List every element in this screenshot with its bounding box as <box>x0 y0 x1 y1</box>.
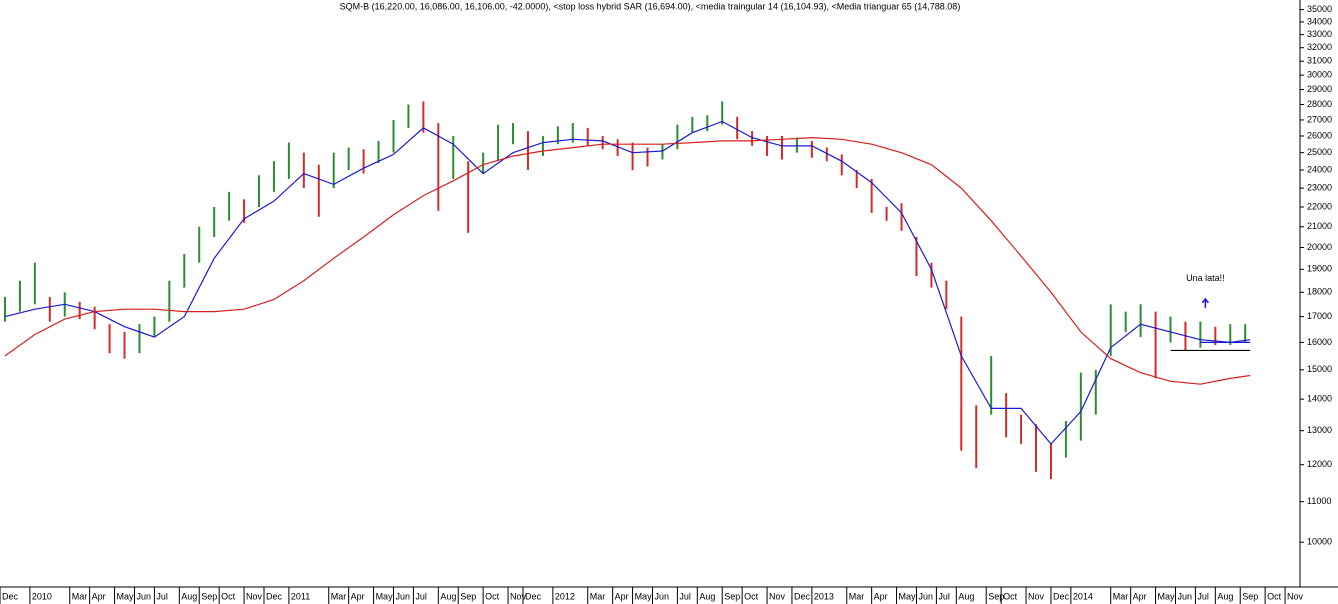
y-tick-label: 28000 <box>1307 99 1332 109</box>
x-tick-label: 2014 <box>1073 591 1093 601</box>
x-tick-label: Aug <box>1217 591 1233 601</box>
x-tick-label: Dec <box>525 591 542 601</box>
x-tick-label: Jun <box>395 591 410 601</box>
y-tick-label: 31000 <box>1307 56 1332 66</box>
x-tick-label: Nov <box>1028 591 1045 601</box>
x-tick-label: Jul <box>156 591 168 601</box>
x-tick-label: Aug <box>699 591 715 601</box>
x-tick-label: Dec <box>1053 591 1070 601</box>
x-tick-label: Sep <box>460 591 476 601</box>
y-tick-label: 27000 <box>1307 114 1332 124</box>
chart-title: SQM-B (16,220.00, 16,086.00, 16,106.00, … <box>340 1 961 11</box>
annotation: Una lata!! <box>1186 273 1225 283</box>
x-tick-label: 2012 <box>555 591 575 601</box>
x-tick-label: Jul <box>1197 591 1209 601</box>
x-tick-label: Apr <box>92 591 106 601</box>
x-tick-label: Sep <box>724 591 740 601</box>
y-tick-label: 21000 <box>1307 221 1332 231</box>
y-tick-label: 20000 <box>1307 242 1332 252</box>
y-tick-label: 29000 <box>1307 84 1332 94</box>
x-tick-label: Apr <box>874 591 888 601</box>
x-tick-label: Nov <box>510 591 527 601</box>
x-tick-label: May <box>1158 591 1176 601</box>
x-tick-label: May <box>117 591 135 601</box>
x-tick-label: Jul <box>415 591 427 601</box>
x-tick-label: Nov <box>246 591 263 601</box>
x-tick-label: Mar <box>849 591 865 601</box>
x-tick-label: Apr <box>351 591 365 601</box>
y-tick-label: 35000 <box>1307 4 1332 14</box>
y-tick-label: 30000 <box>1307 70 1332 80</box>
y-tick-label: 13000 <box>1307 425 1332 435</box>
y-tick-label: 16000 <box>1307 337 1332 347</box>
x-tick-label: Aug <box>181 591 197 601</box>
x-tick-label: Sep <box>201 591 217 601</box>
x-tick-label: Oct <box>1267 591 1282 601</box>
x-tick-label: Mar <box>590 591 606 601</box>
x-tick-label: Oct <box>744 591 759 601</box>
x-tick-label: Aug <box>958 591 974 601</box>
x-tick-label: Jun <box>136 591 151 601</box>
x-tick-label: 2011 <box>291 591 310 601</box>
y-tick-label: 10000 <box>1307 537 1332 547</box>
moving-average-line <box>4 120 1251 445</box>
y-tick-label: 24000 <box>1307 164 1332 174</box>
y-tick-label: 12000 <box>1307 459 1332 469</box>
y-tick-label: 11000 <box>1307 496 1331 506</box>
arrow <box>1201 297 1209 308</box>
x-tick-label: 2013 <box>814 591 834 601</box>
y-tick-label: 17000 <box>1307 311 1332 321</box>
x-tick-label: Sep <box>1242 591 1258 601</box>
y-tick-label: 14000 <box>1307 394 1332 404</box>
x-tick-label: Oct <box>221 591 236 601</box>
x-tick-label: Jun <box>1177 591 1192 601</box>
x-tick-label: May <box>635 591 653 601</box>
x-tick-label: Jun <box>654 591 669 601</box>
x-tick-label: Dec <box>2 591 19 601</box>
x-tick-label: Oct <box>485 591 500 601</box>
x-tick-label: Mar <box>331 591 347 601</box>
y-tick-label: 26000 <box>1307 130 1332 140</box>
x-tick-label: Mar <box>1113 591 1129 601</box>
x-tick-label: Jun <box>918 591 933 601</box>
x-tick-label: Dec <box>266 591 283 601</box>
y-tick-label: 25000 <box>1307 147 1332 157</box>
x-tick-label: Sep <box>988 591 1004 601</box>
x-tick-label: Jul <box>938 591 950 601</box>
y-tick-label: 33000 <box>1307 29 1332 39</box>
x-tick-label: Apr <box>1133 591 1147 601</box>
y-tick-label: 22000 <box>1307 201 1332 211</box>
x-tick-label: 2010 <box>32 591 52 601</box>
y-tick-label: 32000 <box>1307 42 1332 52</box>
x-tick-label: Jul <box>679 591 691 601</box>
x-tick-label: Aug <box>440 591 456 601</box>
x-tick-label: May <box>899 591 917 601</box>
y-tick-label: 18000 <box>1307 287 1332 297</box>
y-tick-label: 19000 <box>1307 264 1332 274</box>
x-tick-label: Oct <box>1003 591 1018 601</box>
x-tick-label: Dec <box>794 591 811 601</box>
x-tick-label: Nov <box>769 591 786 601</box>
x-tick-label: Mar <box>72 591 88 601</box>
moving-average-line <box>4 136 1251 385</box>
y-tick-label: 23000 <box>1307 182 1332 192</box>
x-tick-label: Apr <box>615 591 629 601</box>
x-tick-label: May <box>376 591 394 601</box>
y-tick-label: 34000 <box>1307 16 1332 26</box>
x-tick-label: Nov <box>1287 591 1304 601</box>
y-tick-label: 15000 <box>1307 364 1332 374</box>
